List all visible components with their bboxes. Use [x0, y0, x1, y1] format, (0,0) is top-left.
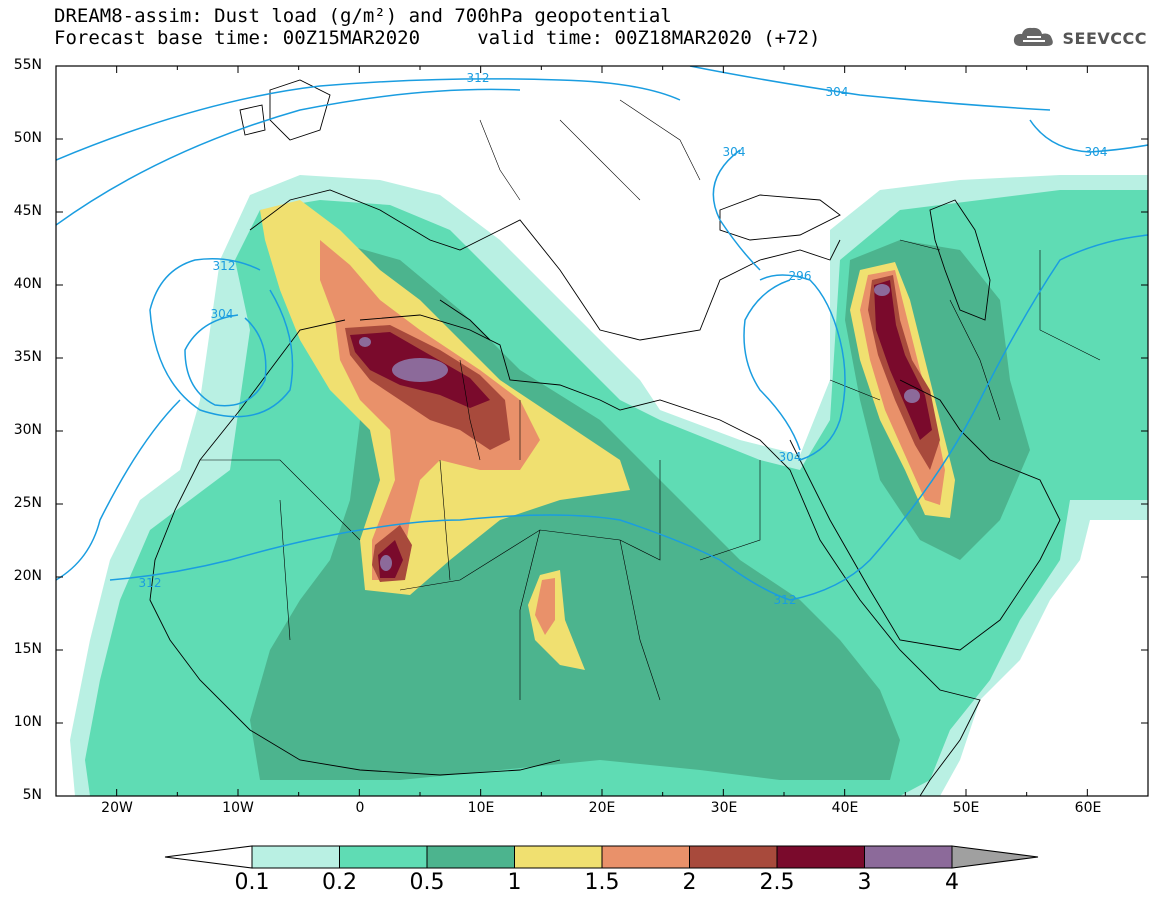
lon-label: 50E: [952, 800, 980, 816]
lon-label: 60E: [1074, 800, 1102, 816]
dust-level-3-iraq-south: [904, 389, 920, 403]
lon-label: 10E: [467, 800, 495, 816]
lat-label: 45N: [13, 203, 42, 219]
dust-level-3-iraq: [874, 284, 890, 296]
arabia-coast: [789, 379, 1061, 651]
cloud-icon: [1013, 27, 1053, 46]
contour-312-north: [56, 78, 681, 161]
dust-level-3-algeria: [392, 358, 448, 382]
contour-label: 304: [1085, 145, 1108, 159]
colorbar-under-triangle: [164, 845, 253, 869]
colorbar-tick-label: 0.5: [409, 870, 445, 895]
colorbar-box: [251, 845, 340, 869]
contour-label: 296: [789, 269, 812, 283]
europe-coast: [249, 189, 841, 341]
caspian-sea: [929, 199, 991, 321]
contour-label: 304: [723, 145, 746, 159]
colorbar-box: [514, 845, 603, 869]
colorbar-box: [426, 845, 515, 869]
lat-label: 30N: [13, 422, 42, 438]
ireland-coast: [239, 104, 266, 136]
colorbar-tick-label: 1: [507, 870, 522, 895]
colorbar-box: [339, 845, 428, 869]
lon-label: 30E: [710, 800, 738, 816]
lon-label: 10W: [222, 800, 254, 816]
lat-label: 25N: [13, 495, 42, 511]
colorbar-tick-label: 0.1: [234, 870, 270, 895]
contour-label: 312: [774, 593, 797, 607]
logo-text: SEEVCCC: [1062, 28, 1147, 48]
colorbar: [164, 845, 1039, 869]
dust-level-3-sahel: [380, 555, 392, 571]
lat-label: 10N: [13, 714, 42, 730]
colorbar-box: [689, 845, 778, 869]
black-sea: [719, 194, 841, 241]
lat-label: 35N: [13, 349, 42, 365]
contour-label-group: 312 304 304 304 312 304 296 304 312 312: [139, 71, 1108, 607]
lon-label: 40E: [831, 800, 859, 816]
colorbar-box: [864, 845, 953, 869]
lat-label: 40N: [13, 276, 42, 292]
contour-312-iberia: [149, 258, 294, 418]
contour-label: 312: [467, 71, 490, 85]
contour-label: 304: [826, 85, 849, 99]
axis-ticks: [56, 66, 1148, 796]
contour-304-east: [1029, 119, 1148, 153]
dust-load-field: [70, 175, 1148, 796]
lon-label: 0: [355, 800, 365, 816]
colorbar-tick-label: 4: [945, 870, 959, 895]
colorbar-over-triangle: [951, 845, 1039, 869]
geopotential-contours: [56, 66, 1148, 601]
lat-label: 50N: [13, 130, 42, 146]
contour-304-levant: [759, 274, 846, 461]
colorbar-boxes: [251, 845, 953, 869]
contour-label: 312: [213, 259, 236, 273]
colorbar-tick-label: 1.5: [584, 870, 620, 895]
map-title-line1: DREAM8-assim: Dust load (g/m²) and 700hP…: [54, 5, 672, 27]
lat-label: 15N: [13, 641, 42, 657]
colorbar-box: [601, 845, 690, 869]
lat-label: 55N: [13, 57, 42, 73]
contour-304-iberia: [184, 314, 267, 407]
colorbar-tick-label: 0.2: [322, 870, 357, 895]
lon-label: 20W: [101, 800, 133, 816]
contour-312-south: [56, 234, 1148, 601]
contour-296: [743, 279, 801, 451]
uk-coast: [269, 79, 331, 141]
africa-coast: [149, 314, 981, 796]
colorbar-tick-label: 2: [682, 870, 697, 895]
contour-304-ne: [689, 66, 1051, 111]
lon-label: 20E: [588, 800, 616, 816]
colorbar-tick-label: 3: [857, 870, 872, 895]
contour-312-nw: [56, 88, 521, 226]
contour-label: 304: [779, 450, 802, 464]
seevccc-logo: SEEVCCC: [1011, 26, 1148, 50]
map-title-line2: Forecast base time: 00Z15MAR2020 valid t…: [54, 27, 821, 49]
dust-level-1.5-chad: [535, 578, 555, 635]
colorbar-box: [776, 845, 865, 869]
coastlines: [149, 79, 1061, 796]
borders: [200, 99, 1101, 701]
border-lines: [200, 99, 1101, 701]
dust-level-3-north: [359, 337, 371, 347]
lat-label: 5N: [22, 787, 42, 803]
colorbar-tick-label: 2.5: [759, 870, 795, 895]
lat-label: 20N: [13, 568, 42, 584]
contour-label: 312: [139, 576, 162, 590]
contour-label: 304: [211, 307, 234, 321]
contour-304-middle: [712, 149, 761, 271]
